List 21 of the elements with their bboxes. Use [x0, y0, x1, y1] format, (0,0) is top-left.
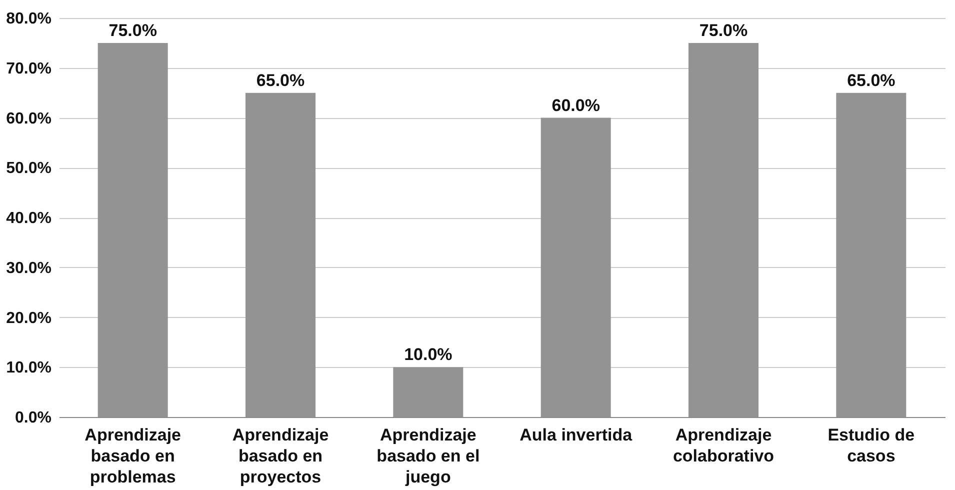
data-label: 65.0%	[256, 70, 305, 90]
data-label: 10.0%	[404, 345, 452, 364]
data-label: 60.0%	[552, 96, 600, 115]
y-tick-label: 40.0%	[6, 210, 52, 227]
y-tick-label: 30.0%	[6, 260, 52, 277]
y-tick-label: 20.0%	[6, 310, 52, 327]
x-tick-label: Estudio de casos	[828, 426, 915, 466]
x-tick-label: Aprendizaje basado en proyectos	[232, 426, 329, 486]
x-tick-label: Aprendizaje basado en el juego	[376, 426, 480, 486]
x-tick-label: Aula invertida	[520, 426, 633, 444]
y-tick-label: 80.0%	[6, 10, 52, 28]
y-tick-label: 10.0%	[6, 360, 52, 377]
y-tick-label: 0.0%	[15, 410, 52, 426]
data-label: 75.0%	[699, 20, 748, 40]
y-tick-label: 60.0%	[6, 110, 52, 128]
data-label: 75.0%	[108, 20, 157, 40]
x-tick-label: Aprendizaje colaborativo	[672, 426, 774, 466]
data-label: 65.0%	[847, 70, 896, 90]
x-tick-label: Aprendizaje basado en problemas	[84, 426, 182, 486]
y-tick-label: 50.0%	[6, 160, 52, 178]
y-tick-label: 70.0%	[6, 60, 52, 78]
